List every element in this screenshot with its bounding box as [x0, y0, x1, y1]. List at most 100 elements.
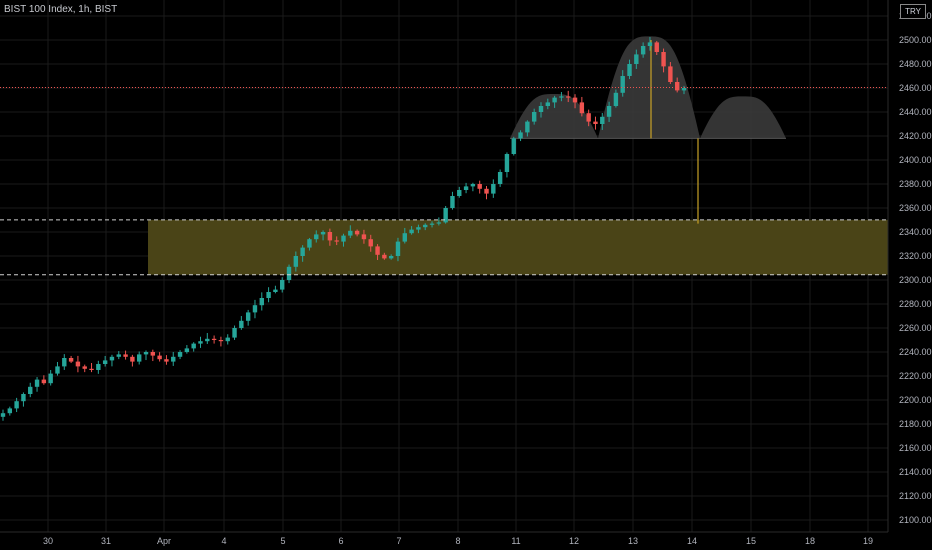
candle-body [320, 232, 326, 235]
candle-body [280, 280, 285, 290]
candle-body [402, 233, 407, 242]
candle-body [661, 52, 666, 67]
candle-body [34, 379, 40, 387]
price-tick-label: 2500.00 [899, 35, 932, 45]
candle-body [681, 88, 687, 91]
candle-body [388, 256, 394, 259]
time-tick-label: 19 [863, 536, 873, 546]
candle-body [620, 76, 625, 93]
time-tick-label: 12 [569, 536, 579, 546]
candle-body [368, 239, 373, 247]
candle-body [177, 352, 183, 357]
candle-body [477, 184, 482, 189]
candle-body [232, 328, 237, 338]
price-tick-label: 2160.00 [899, 443, 932, 453]
candle-body [531, 112, 537, 122]
price-tick-label: 2460.00 [899, 83, 932, 93]
time-tick-label: 5 [280, 536, 285, 546]
time-tick-label: 14 [687, 536, 697, 546]
candle-body [266, 292, 271, 298]
candle-body [423, 224, 428, 228]
candle-body [218, 340, 224, 342]
candle-body [293, 256, 299, 267]
candle-body [654, 42, 659, 52]
candle-body [102, 360, 108, 364]
candle-body [157, 355, 162, 360]
candle-body [586, 113, 591, 122]
candle-body [191, 343, 196, 349]
candle-body [559, 96, 564, 98]
candle-body [341, 235, 346, 242]
candle-body [184, 348, 190, 352]
time-tick-label: Apr [157, 536, 171, 546]
price-tick-label: 2240.00 [899, 347, 932, 357]
time-tick-label: 11 [511, 536, 520, 546]
candle-body [668, 66, 673, 82]
price-tick-label: 2180.00 [899, 419, 932, 429]
candle-body [48, 373, 53, 384]
left-shoulder [510, 94, 598, 139]
candle-body [361, 234, 367, 240]
candle-body [259, 298, 264, 306]
candle-body [443, 208, 448, 223]
time-tick-label: 4 [221, 536, 226, 546]
candle-body [382, 254, 387, 259]
candle-body [68, 358, 74, 362]
candle-body [674, 82, 680, 91]
candle-body [150, 352, 156, 356]
candle-body [627, 64, 632, 76]
candle-body [307, 239, 312, 248]
candle-body [572, 97, 578, 103]
candle-body [457, 190, 462, 196]
candle-body [566, 96, 571, 98]
price-axis-bg [888, 0, 932, 550]
price-tick-label: 2280.00 [899, 299, 932, 309]
support-zone [148, 219, 888, 275]
support-zone-layer [148, 219, 888, 275]
candle-body [211, 338, 217, 340]
candle-body [354, 230, 360, 235]
candle-body [504, 154, 510, 172]
candle-body [525, 121, 530, 133]
price-tick-label: 2360.00 [899, 203, 932, 213]
price-tick-label: 2380.00 [899, 179, 932, 189]
candle-body [109, 356, 115, 361]
candle-body [491, 184, 496, 194]
candle-body [89, 368, 94, 370]
candle-body [511, 138, 516, 154]
candle-body [538, 106, 544, 112]
price-tick-label: 2260.00 [899, 323, 932, 333]
candle-body [28, 386, 33, 394]
candle-body [327, 232, 333, 241]
candle-body [497, 172, 503, 184]
candle-body [375, 246, 380, 255]
candle-body [334, 240, 339, 242]
time-axis: 30 31 Apr 4 5 6 7 8 11 12 13 14 15 18 19 [0, 531, 888, 546]
candle-body [450, 196, 455, 208]
time-tick-label: 31 [101, 536, 111, 546]
price-tick-label: 2120.00 [899, 491, 932, 501]
candle-body [116, 354, 121, 357]
candle-body [286, 266, 292, 280]
time-tick-label: 13 [628, 536, 638, 546]
candle-body [164, 359, 169, 362]
candle-body [416, 227, 421, 230]
currency-badge[interactable]: TRY [900, 4, 926, 19]
candle-body [205, 338, 210, 342]
right-shoulder [700, 96, 786, 139]
candle-body [300, 247, 305, 256]
price-tick-label: 2100.00 [899, 515, 932, 525]
candle-body [245, 312, 251, 321]
price-tick-label: 2400.00 [899, 155, 932, 165]
candle-body [82, 366, 87, 369]
candle-body [409, 229, 414, 234]
candle-body [62, 358, 67, 367]
price-tick-label: 2300.00 [899, 275, 932, 285]
candle-body [429, 223, 435, 225]
candle-body [314, 234, 319, 240]
candle-body [436, 222, 442, 224]
candle-body [198, 341, 203, 344]
candle-body [252, 305, 258, 313]
candle-body [348, 230, 353, 236]
candle-body [273, 289, 278, 292]
